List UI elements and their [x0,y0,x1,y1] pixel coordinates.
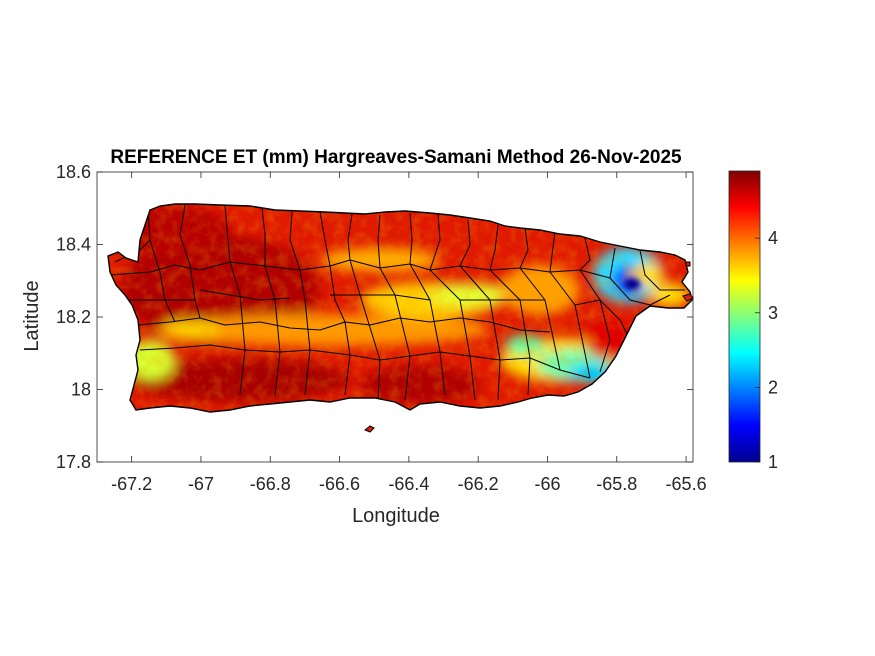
small-islands [364,261,694,433]
y-tick-label: 18.6 [56,162,91,182]
island-coastline [107,203,693,413]
y-axis-ticks: 18.6 18.4 18.2 18 17.8 [56,162,693,472]
municipal-boundaries [109,204,685,401]
x-tick-label: -65.8 [596,474,637,494]
colorbar-tick-label: 3 [768,303,778,323]
x-tick-label: -67 [188,474,214,494]
x-tick-label: -66.6 [319,474,360,494]
x-tick-label: -66.4 [388,474,429,494]
y-tick-label: 18.2 [56,307,91,327]
x-tick-label: -66.8 [250,474,291,494]
colorbar-gradient [728,170,761,463]
x-axis-title: Longitude [352,505,440,527]
y-tick-label: 17.8 [56,452,91,472]
colorbar-ticks: 1 2 3 4 [755,228,778,472]
x-tick-label: -67.2 [111,474,152,494]
x-tick-label: -66.2 [458,474,499,494]
x-tick-label: -65.6 [666,474,707,494]
x-tick-label: -66 [534,474,560,494]
y-tick-label: 18 [71,380,91,400]
colorbar-tick-label: 2 [768,377,778,397]
colorbar: 1 2 3 4 [728,170,778,472]
colorbar-tick-label: 4 [768,228,778,248]
chart-title: REFERENCE ET (mm) Hargreaves-Samani Meth… [110,147,682,168]
colorbar-tick-label: 1 [768,452,778,472]
y-axis-title: Latitude [21,280,43,351]
y-tick-label: 18.4 [56,235,91,255]
x-axis-ticks: -67.2 -67 -66.8 -66.6 -66.4 -66.2 -66 -65.8 -65.… [111,172,707,494]
